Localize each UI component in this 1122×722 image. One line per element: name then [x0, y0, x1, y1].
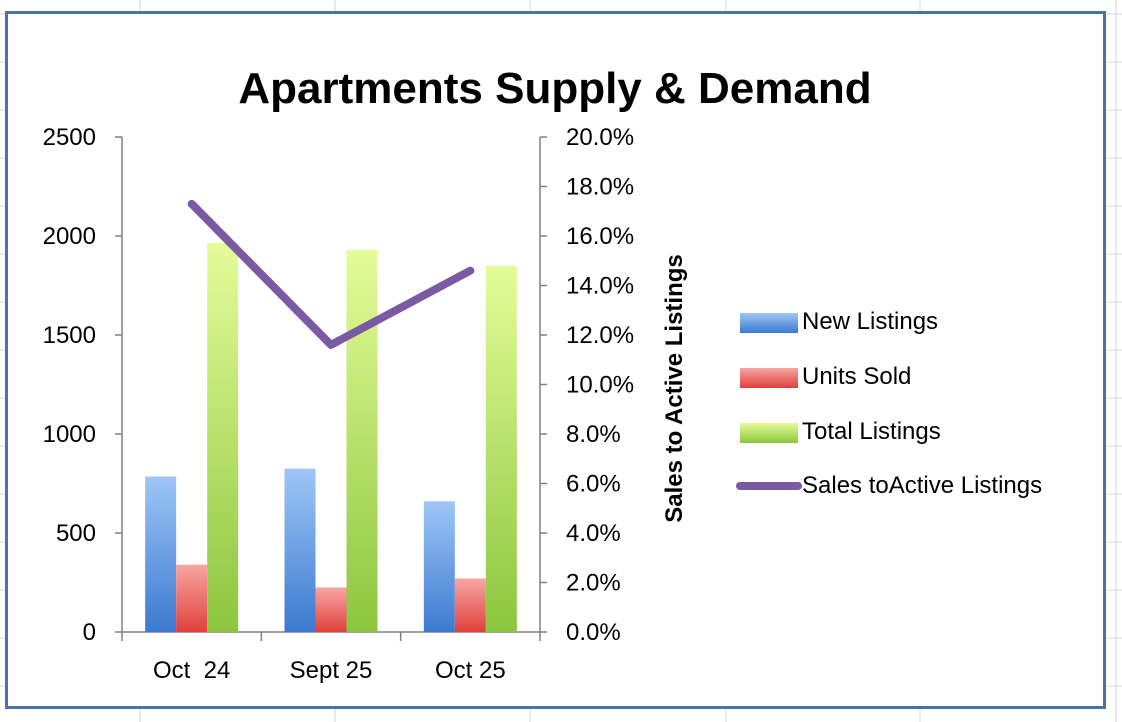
- right-tick-label: 2.0%: [566, 570, 621, 597]
- left-tick-label: 2000: [43, 223, 96, 250]
- legend-label-total-listings: Total Listings: [802, 418, 941, 445]
- legend-line-sales-ratio: [736, 482, 802, 490]
- bar-new-listings: [423, 501, 455, 632]
- bar-new-listings: [145, 476, 177, 632]
- right-tick-label: 4.0%: [566, 520, 621, 547]
- right-tick-label: 14.0%: [566, 273, 634, 300]
- chart-title: Apartments Supply & Demand: [238, 64, 872, 113]
- left-tick-label: 1000: [43, 421, 96, 448]
- legend-label-new-listings: New Listings: [802, 308, 939, 335]
- left-tick-label: 1500: [43, 322, 96, 349]
- left-tick-label: 2500: [43, 124, 96, 151]
- right-tick-label: 20.0%: [566, 124, 634, 151]
- legend-swatch-units-sold: [740, 368, 798, 388]
- right-axis-label: Sales to Active Listings: [661, 254, 688, 523]
- left-tick-label: 500: [56, 520, 96, 547]
- bar-units-sold: [315, 587, 347, 632]
- left-tick-label: 0: [83, 619, 96, 646]
- bar-total-listings: [485, 265, 517, 632]
- bar-new-listings: [284, 468, 316, 632]
- right-tick-label: 12.0%: [566, 322, 634, 349]
- bar-total-listings: [346, 249, 378, 633]
- category-label: Oct 25: [435, 657, 506, 684]
- right-tick-label: 16.0%: [566, 223, 634, 250]
- legend-swatch-total-listings: [740, 423, 798, 443]
- bar-total-listings: [207, 242, 239, 632]
- legend-label-sales-ratio: Sales toActive Listings: [802, 472, 1043, 499]
- category-label: Sept 25: [290, 657, 373, 684]
- right-tick-label: 18.0%: [566, 174, 634, 201]
- right-tick-label: 10.0%: [566, 372, 634, 399]
- category-label: Oct 24: [153, 657, 230, 684]
- bar-units-sold: [176, 564, 208, 632]
- legend-swatch-new-listings: [740, 313, 798, 333]
- right-tick-label: 6.0%: [566, 471, 621, 498]
- legend-label-units-sold: Units Sold: [802, 363, 912, 390]
- bar-units-sold: [454, 578, 486, 632]
- right-tick-label: 0.0%: [566, 619, 621, 646]
- right-tick-label: 8.0%: [566, 421, 621, 448]
